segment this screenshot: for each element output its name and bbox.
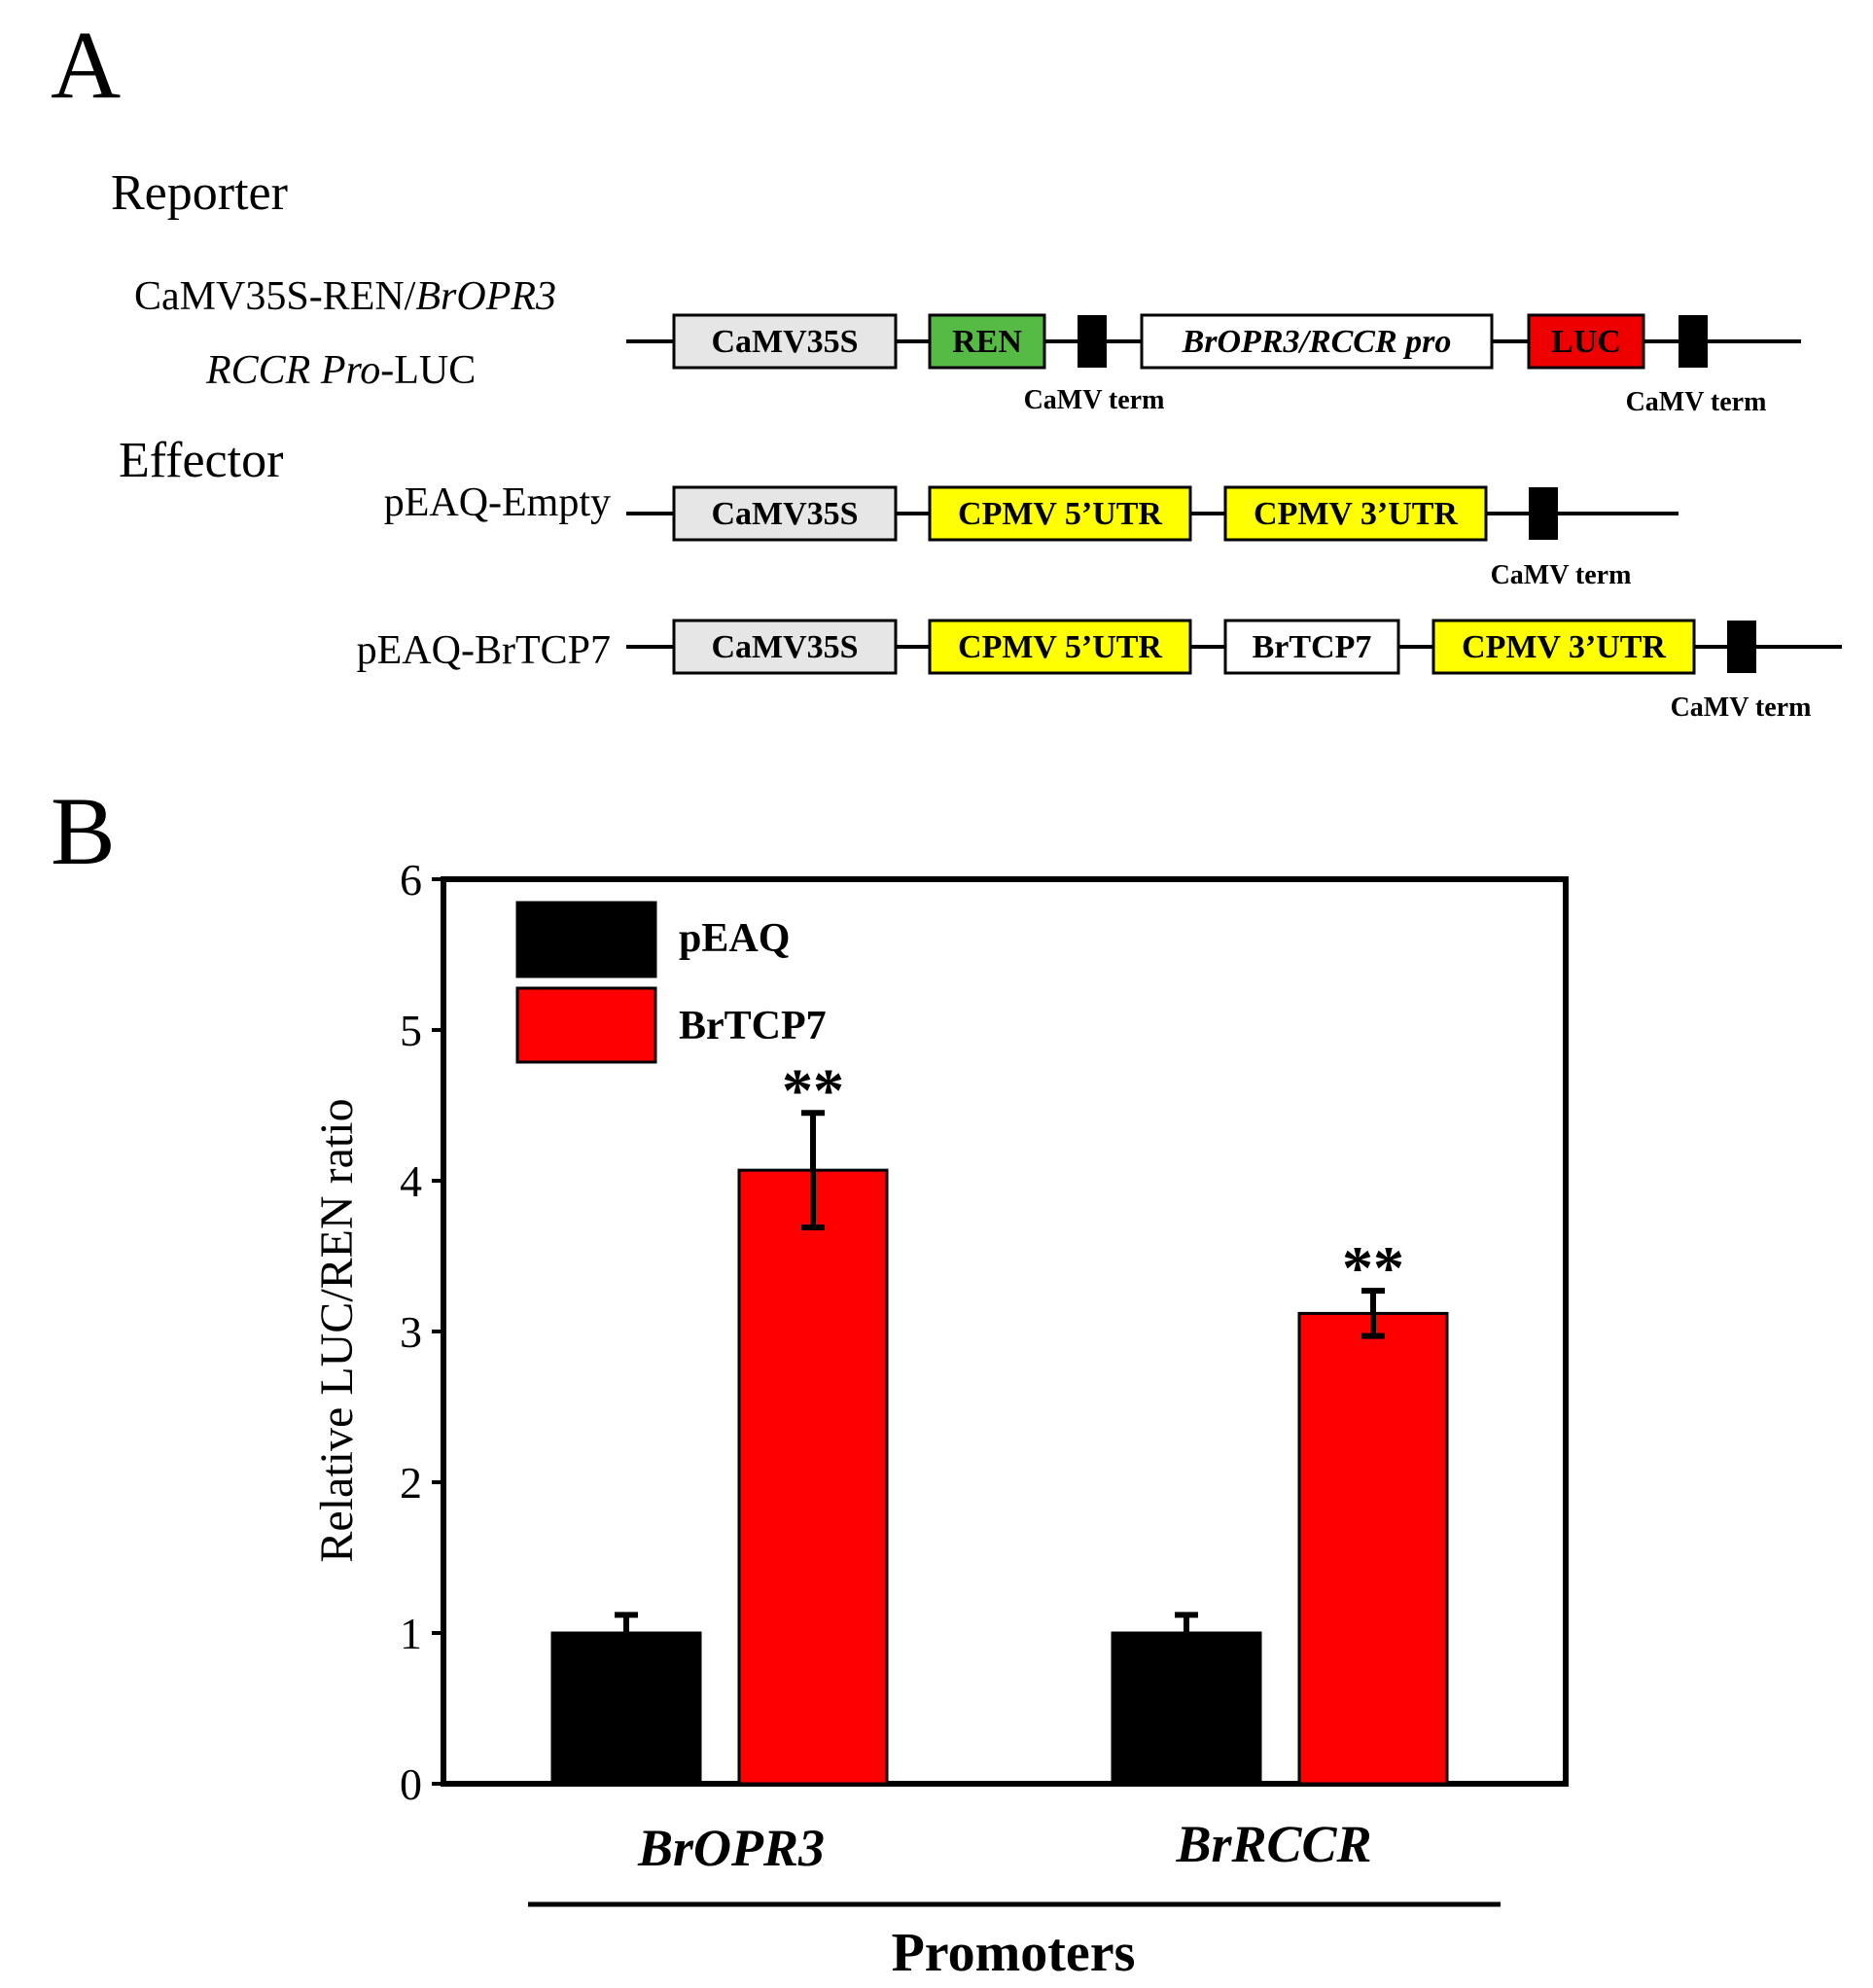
reporter-ren-box bbox=[928, 313, 1046, 370]
y-tick-label-5: 5 bbox=[400, 1006, 422, 1055]
reporter-promoter-label: BrOPR3/RCCR pro bbox=[1182, 324, 1452, 360]
effector-2-camv35s-box bbox=[672, 619, 898, 675]
panel-b-label: B bbox=[51, 777, 116, 885]
effector-2-cpmv3-label: CPMV 3’UTR bbox=[1462, 629, 1666, 665]
error-bars-group bbox=[615, 1110, 1385, 1633]
reporter-term-label-1: CaMV term bbox=[1024, 385, 1165, 415]
legend-label-peaq: pEAQ bbox=[679, 916, 790, 961]
significance-group: ** ** bbox=[782, 1055, 1404, 1302]
effector-1-cpmv3-box bbox=[1223, 485, 1488, 542]
bar-brrccr-peaq bbox=[1111, 1631, 1262, 1786]
significance-brrccr: ** bbox=[1342, 1233, 1404, 1302]
y-tick-label-0: 0 bbox=[400, 1759, 422, 1809]
y-tick-label-2: 2 bbox=[400, 1458, 422, 1508]
y-axis-title: Relative LUC/REN ratio bbox=[311, 1098, 363, 1562]
reporter-term-block-1 bbox=[1078, 315, 1107, 368]
effector-2-camv35s-label: CaMV35S bbox=[711, 629, 858, 665]
effector-1-camv35s-label: CaMV35S bbox=[711, 496, 858, 532]
x-category-label-bropr3: BrOPR3 bbox=[637, 1819, 825, 1877]
effector-1-cpmv3-label: CPMV 3’UTR bbox=[1254, 496, 1458, 532]
reporter-name-line2: RCCR Pro-LUC bbox=[205, 348, 476, 393]
reporter-camv35s-box bbox=[672, 313, 898, 370]
reporter-name-line2-italic: RCCR Pro bbox=[205, 348, 380, 393]
effector-2-name: pEAQ-BrTCP7 bbox=[357, 628, 611, 673]
reporter-construct: CaMV35S REN BrOPR3/RCCR pro LUC CaMV ter… bbox=[626, 313, 1801, 417]
effector-1-camv35s-box bbox=[672, 485, 898, 542]
reporter-term-block-2 bbox=[1679, 315, 1708, 368]
reporter-luc-box bbox=[1527, 313, 1645, 370]
effector-1-term-block bbox=[1529, 487, 1558, 540]
effector-heading: Effector bbox=[119, 433, 283, 488]
x-axis-title: Promoters bbox=[892, 1923, 1136, 1983]
bar-bropr3-brtcp7 bbox=[737, 1168, 889, 1786]
x-category-label-brrccr: BrRCCR bbox=[1175, 1815, 1371, 1873]
reporter-term-label-2: CaMV term bbox=[1626, 387, 1767, 417]
effector-2-cpmv3-box bbox=[1431, 619, 1696, 675]
y-axis-ticks: 0 1 2 3 4 5 6 bbox=[400, 855, 443, 1809]
y-tick-label-4: 4 bbox=[400, 1156, 422, 1206]
effector-1-term-label: CaMV term bbox=[1491, 560, 1632, 590]
effector-1-cpmv5-label: CPMV 5’UTR bbox=[958, 496, 1162, 532]
reporter-name-line1-italic: BrOPR3 bbox=[415, 274, 556, 319]
significance-bropr3: ** bbox=[782, 1055, 844, 1124]
effector-2-construct: CaMV35S CPMV 5’UTR BrTCP7 CPMV 3’UTR CaM… bbox=[626, 619, 1842, 723]
legend-label-brtcp7: BrTCP7 bbox=[679, 1004, 827, 1048]
effector-2-term-label: CaMV term bbox=[1671, 692, 1812, 723]
y-tick-label-6: 6 bbox=[400, 855, 422, 905]
panel-a-label: A bbox=[51, 11, 121, 119]
reporter-name-line1-prefix: CaMV35S-REN/ bbox=[134, 274, 416, 319]
effector-2-term-block bbox=[1727, 621, 1756, 673]
effector-2-brtcp7-box bbox=[1223, 619, 1400, 675]
bar-brrccr-brtcp7 bbox=[1297, 1311, 1449, 1786]
effector-1-cpmv5-box bbox=[928, 485, 1192, 542]
effector-1-name: pEAQ-Empty bbox=[384, 480, 611, 525]
reporter-camv35s-label: CaMV35S bbox=[711, 324, 858, 360]
legend: pEAQ BrTCP7 bbox=[515, 901, 827, 1064]
effector-2-cpmv5-box bbox=[928, 619, 1192, 675]
bar-chart: 0 1 2 3 4 5 6 ** ** pEAQ BrTCP7 Relative LUC/RE… bbox=[311, 855, 1569, 1983]
y-tick-label-1: 1 bbox=[400, 1609, 422, 1658]
effector-2-brtcp7-label: BrTCP7 bbox=[1253, 629, 1372, 665]
effector-2-cpmv5-label: CPMV 5’UTR bbox=[958, 629, 1162, 665]
legend-swatch-brtcp7 bbox=[515, 986, 657, 1064]
reporter-heading: Reporter bbox=[111, 165, 288, 221]
bar-bropr3-peaq bbox=[550, 1631, 702, 1786]
legend-swatch-peaq bbox=[515, 901, 657, 978]
effector-1-construct: CaMV35S CPMV 5’UTR CPMV 3’UTR CaMV term bbox=[626, 485, 1679, 590]
reporter-name-line2-suffix: -LUC bbox=[380, 348, 476, 393]
reporter-name-line1: CaMV35S-REN/BrOPR3 bbox=[134, 274, 556, 319]
reporter-promoter-box bbox=[1140, 313, 1494, 370]
y-tick-label-3: 3 bbox=[400, 1307, 422, 1357]
bars-group bbox=[550, 1168, 1449, 1786]
reporter-ren-label: REN bbox=[952, 324, 1022, 360]
reporter-luc-label: LUC bbox=[1551, 324, 1621, 360]
